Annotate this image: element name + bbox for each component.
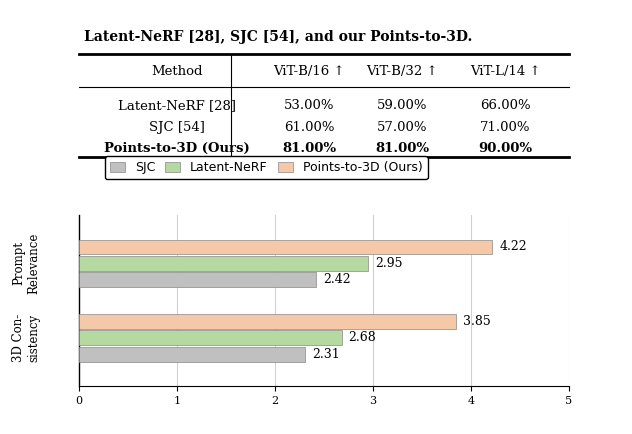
- Text: Latent-NeRF [28]: Latent-NeRF [28]: [118, 99, 236, 112]
- Text: Points-to-3D (Ours): Points-to-3D (Ours): [104, 142, 250, 155]
- Text: 2.42: 2.42: [323, 273, 351, 286]
- Text: ViT-B/16 ↑: ViT-B/16 ↑: [274, 65, 345, 78]
- Bar: [79, 240, 492, 254]
- Bar: [79, 272, 316, 287]
- Bar: [79, 330, 341, 345]
- Text: 81.00%: 81.00%: [282, 142, 336, 155]
- Legend: SJC, Latent-NeRF, Points-to-3D (Ours): SJC, Latent-NeRF, Points-to-3D (Ours): [105, 156, 428, 179]
- Bar: [79, 347, 305, 362]
- Text: 4.22: 4.22: [499, 240, 527, 253]
- Text: 81.00%: 81.00%: [375, 142, 429, 155]
- Bar: [79, 314, 456, 329]
- Text: 3.85: 3.85: [463, 315, 491, 328]
- Text: ViT-B/32 ↑: ViT-B/32 ↑: [367, 65, 438, 78]
- Bar: [79, 256, 368, 271]
- Text: 90.00%: 90.00%: [478, 142, 532, 155]
- Text: 53.00%: 53.00%: [284, 99, 334, 112]
- Text: 57.00%: 57.00%: [377, 121, 427, 134]
- Text: Latent-NeRF [28], SJC [54], and our Points-to-3D.: Latent-NeRF [28], SJC [54], and our Poin…: [84, 30, 472, 43]
- Text: 2.31: 2.31: [312, 348, 340, 361]
- Text: SJC [54]: SJC [54]: [149, 121, 205, 134]
- Text: 2.95: 2.95: [375, 257, 403, 270]
- Text: 61.00%: 61.00%: [284, 121, 334, 134]
- Text: 2.68: 2.68: [348, 331, 376, 344]
- Text: Method: Method: [151, 65, 203, 78]
- Text: 71.00%: 71.00%: [480, 121, 530, 134]
- Text: ViT-L/14 ↑: ViT-L/14 ↑: [470, 65, 540, 78]
- Text: 59.00%: 59.00%: [377, 99, 427, 112]
- Text: 66.00%: 66.00%: [480, 99, 530, 112]
